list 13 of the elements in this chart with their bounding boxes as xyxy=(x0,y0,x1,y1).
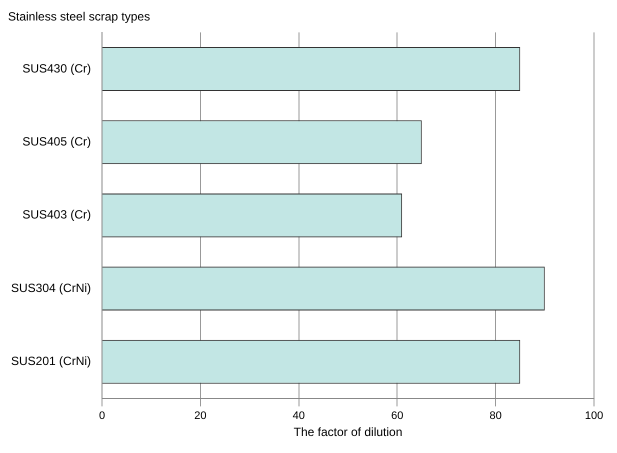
y-tick-label: SUS405 (Cr) xyxy=(22,134,92,149)
y-tick-label: SUS304 (CrNi) xyxy=(11,280,92,295)
x-tick-label: 0 xyxy=(98,410,106,422)
x-tick-label: 100 xyxy=(584,410,604,422)
y-tick-label: SUS403 (Cr) xyxy=(22,208,92,222)
x-tick-label: 40 xyxy=(292,410,305,422)
x-tick-label: 60 xyxy=(391,410,404,422)
chart-title: Stainless steel scrap types xyxy=(8,10,150,24)
x-tick-label: 20 xyxy=(194,410,207,422)
x-tick-label: 80 xyxy=(489,410,502,422)
y-tick-label: SUS201 (CrNi) xyxy=(11,354,92,368)
x-axis-title: The factor of dilution xyxy=(294,425,402,440)
y-tick-label: SUS430 (Cr) xyxy=(22,61,92,76)
